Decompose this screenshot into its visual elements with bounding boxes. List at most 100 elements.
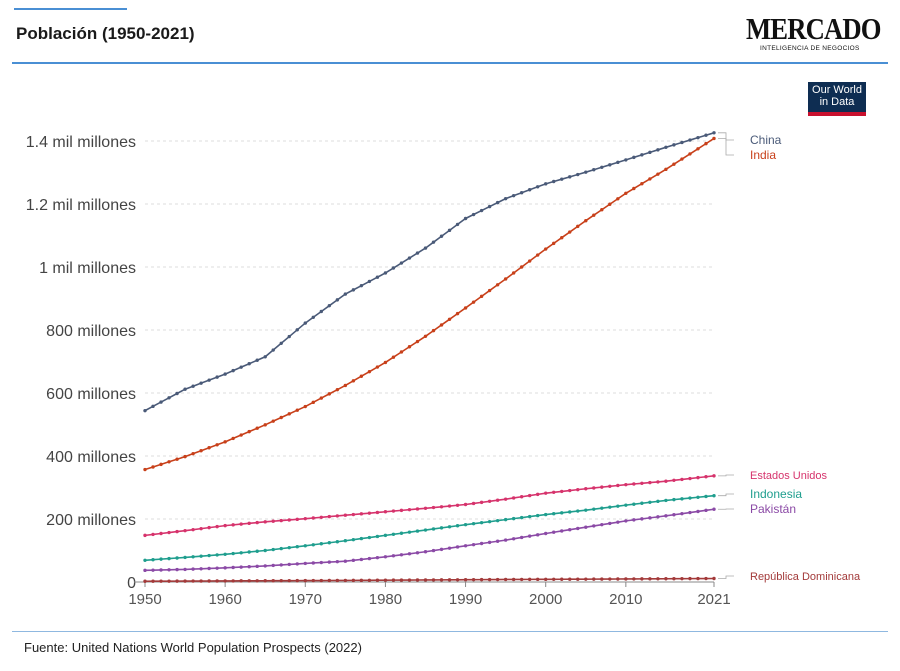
- data-point: [151, 579, 155, 583]
- data-point: [648, 480, 652, 485]
- data-point: [415, 551, 420, 555]
- data-point: [199, 554, 203, 558]
- data-point: [511, 193, 516, 198]
- data-point: [503, 196, 508, 201]
- data-point: [664, 498, 668, 503]
- data-point: [167, 396, 171, 400]
- data-point: [560, 529, 564, 533]
- data-point: [327, 514, 332, 519]
- data-point: [479, 520, 484, 525]
- data-point: [640, 517, 644, 521]
- data-point: [688, 510, 692, 515]
- data-point: [319, 396, 324, 400]
- data-point: [215, 553, 219, 557]
- data-point: [624, 503, 628, 507]
- data-point: [576, 526, 580, 531]
- data-point: [680, 140, 684, 145]
- data-point: [560, 577, 564, 581]
- data-point: [247, 521, 251, 526]
- data-point: [712, 136, 716, 141]
- data-point: [640, 501, 644, 505]
- data-point: [640, 481, 644, 485]
- data-point: [592, 213, 596, 217]
- data-point: [608, 202, 612, 206]
- data-point: [648, 177, 652, 181]
- data-point: [584, 170, 588, 174]
- series-label: India: [750, 148, 776, 162]
- data-point: [592, 577, 596, 581]
- data-point: [271, 579, 275, 583]
- data-point: [151, 532, 155, 537]
- data-point: [383, 578, 388, 582]
- data-point: [431, 548, 436, 553]
- data-point: [560, 177, 564, 181]
- series-line: [144, 577, 715, 583]
- data-point: [271, 519, 275, 523]
- data-point: [487, 499, 492, 503]
- series-indonesia: [143, 493, 716, 562]
- data-point: [624, 519, 628, 523]
- data-point: [664, 577, 668, 581]
- y-tick-label: 1.2 mil millones: [26, 197, 136, 214]
- data-point: [319, 542, 324, 546]
- data-point: [415, 507, 420, 511]
- data-point: [335, 559, 340, 564]
- data-point: [656, 515, 660, 519]
- data-point: [375, 365, 380, 369]
- data-point: [560, 511, 564, 515]
- data-point: [175, 567, 179, 572]
- data-point: [688, 138, 692, 142]
- data-point: [624, 482, 628, 487]
- data-point: [568, 510, 572, 514]
- data-point: [399, 261, 404, 265]
- owid-badge: Our World in Data: [808, 82, 866, 116]
- data-point: [632, 155, 636, 160]
- data-point: [255, 426, 259, 430]
- data-point: [319, 515, 324, 519]
- data-point: [231, 551, 235, 556]
- data-point: [311, 400, 315, 405]
- data-point: [447, 525, 452, 529]
- data-point: [167, 568, 171, 572]
- data-point: [672, 513, 676, 517]
- axes: 0 200 millones 400 millones 600 millones 800…: [26, 134, 731, 608]
- y-tick-label: 800 millones: [46, 323, 136, 340]
- data-point: [319, 560, 324, 565]
- data-point: [592, 524, 596, 528]
- data-point: [712, 507, 716, 511]
- data-point: [287, 412, 291, 416]
- data-point: [207, 525, 211, 530]
- data-point: [391, 266, 396, 270]
- data-point: [375, 510, 380, 515]
- data-point: [199, 526, 203, 531]
- data-point: [712, 576, 716, 581]
- data-point: [511, 496, 516, 500]
- y-tick-label: 1.4 mil millones: [26, 134, 136, 151]
- data-point: [616, 197, 620, 201]
- data-point: [375, 555, 380, 560]
- data-point: [544, 531, 548, 536]
- data-point: [343, 559, 348, 563]
- data-point: [231, 579, 235, 583]
- data-point: [431, 527, 436, 531]
- data-point: [455, 578, 460, 582]
- data-point: [399, 350, 404, 354]
- series-estados-unidos: [143, 474, 716, 538]
- data-point: [175, 529, 179, 534]
- data-point: [351, 379, 356, 383]
- series-line: [144, 132, 715, 412]
- data-point: [696, 475, 700, 480]
- data-point: [215, 579, 219, 583]
- label-connector: [718, 132, 734, 141]
- data-point: [503, 517, 508, 522]
- data-point: [415, 339, 420, 344]
- data-point: [215, 566, 219, 570]
- data-point: [423, 528, 428, 532]
- data-point: [231, 523, 235, 527]
- series-label: China: [750, 133, 782, 147]
- data-point: [696, 135, 700, 140]
- x-tick-label: 2010: [609, 591, 642, 608]
- data-point: [535, 253, 540, 257]
- data-point: [552, 530, 556, 534]
- data-point: [471, 501, 476, 506]
